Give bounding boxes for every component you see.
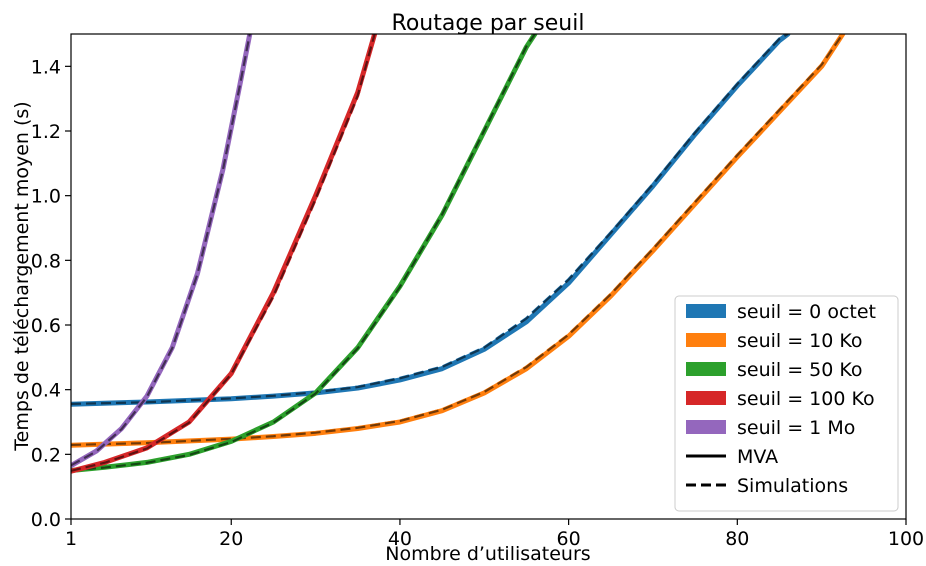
series-sim-overlay-0 — [71, 34, 789, 405]
y-tick-label: 0.2 — [31, 444, 61, 466]
x-tick-label: 20 — [219, 528, 243, 550]
series-sim-overlay-4 — [71, 34, 251, 467]
x-tick-label: 60 — [557, 528, 581, 550]
legend-label: MVA — [737, 446, 778, 468]
x-tick-label: 80 — [725, 528, 749, 550]
y-axis: 0.0 0.2 0.4 0.6 0.8 1.0 1.2 1.4 — [31, 56, 71, 531]
y-tick-label: 0.6 — [31, 315, 61, 337]
x-tick-label: 100 — [888, 528, 924, 550]
series-sim-overlay-2 — [71, 34, 536, 472]
legend-label: seuil = 0 octet — [737, 301, 876, 323]
legend-swatch — [686, 362, 726, 376]
legend-swatch — [686, 391, 726, 405]
y-tick-label: 0.0 — [31, 509, 61, 531]
plot-frame — [70, 33, 907, 520]
x-tick-label: 1 — [65, 528, 77, 550]
legend-swatch — [686, 420, 726, 434]
legend-label: seuil = 100 Ko — [737, 388, 875, 410]
y-tick-label: 1.2 — [31, 121, 61, 143]
series-sim-overlay-1 — [71, 34, 844, 447]
legend-swatch — [686, 304, 726, 318]
plot-area — [71, 34, 846, 474]
series-mva-line-3 — [71, 34, 378, 474]
x-axis: 1 20 40 60 80 100 — [65, 519, 924, 550]
legend: seuil = 0 octet seuil = 10 Ko seuil = 50 K… — [674, 295, 899, 512]
legend-box — [674, 295, 899, 512]
legend-swatch — [686, 333, 726, 347]
legend-label: seuil = 1 Mo — [737, 417, 855, 439]
x-axis-label: Nombre d’utilisateurs — [385, 543, 590, 565]
legend-label: seuil = 50 Ko — [737, 359, 863, 381]
y-tick-label: 0.8 — [31, 250, 61, 272]
x-tick-label: 40 — [388, 528, 412, 550]
y-tick-label: 1.0 — [31, 186, 61, 208]
y-tick-label: 1.4 — [31, 56, 61, 78]
chart-title: Routage par seuil — [392, 11, 585, 36]
legend-label: Simulations — [737, 475, 848, 497]
y-tick-label: 0.4 — [31, 380, 61, 402]
legend-label: seuil = 10 Ko — [737, 330, 863, 352]
series-sim-overlay-3 — [71, 34, 376, 472]
y-axis-label: Temps de téléchargement moyen (s) — [11, 101, 33, 451]
